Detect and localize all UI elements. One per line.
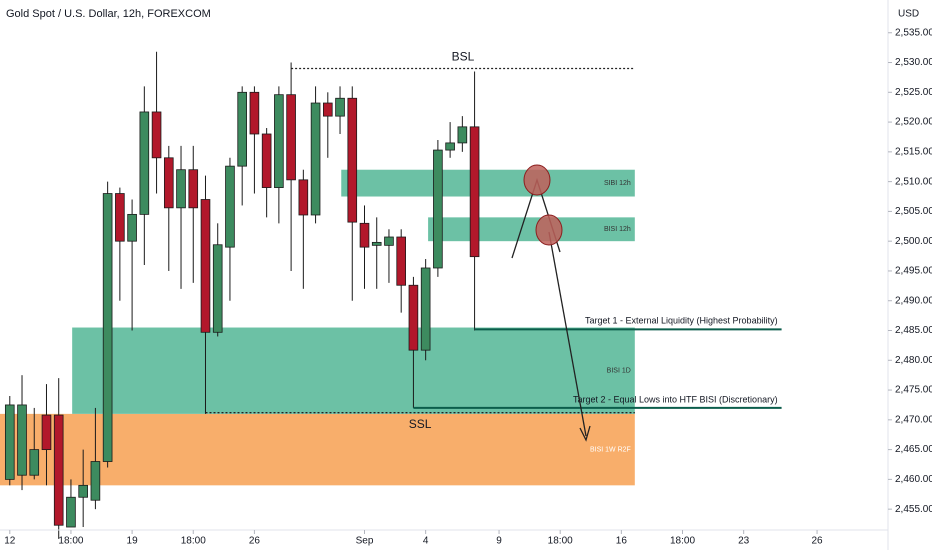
y-tick-label: 2,495.00 [895,266,932,277]
annotations [511,164,591,442]
x-tick-label: 12 [4,536,16,547]
candle-body [200,199,211,333]
candle-body [78,484,88,498]
y-tick-label: 2,515.00 [895,146,932,157]
candle-body [225,165,235,248]
x-tick-label: Sep [356,536,374,547]
candle-body [359,222,370,248]
price-axis [888,0,932,550]
marker-circle [523,164,551,196]
candle-body [408,284,419,351]
y-tick-label: 2,455.00 [895,504,932,515]
x-tick-label: 18:00 [181,536,206,547]
candle-body [322,102,333,117]
y-tick-label: 2,485.00 [895,325,932,336]
candle-body [433,149,443,269]
x-tick-label: 26 [249,536,261,547]
y-tick-label: 2,525.00 [895,87,932,98]
arrow-head [579,425,591,442]
candle-body [237,91,247,167]
zone [428,217,635,242]
projection-arrow [548,231,587,437]
level-label: SSL [409,417,432,431]
candle-body [396,236,406,286]
y-tick-label: 2,530.00 [895,57,932,68]
candle-body [17,404,27,476]
candle-body [176,169,186,209]
currency-label: USD [898,9,919,20]
x-tick-label: 9 [496,536,502,547]
y-tick-label: 2,535.00 [895,27,932,38]
x-tick-label: 16 [616,536,628,547]
x-tick-label: 26 [811,536,823,547]
zone-label: BISI 12h [604,226,631,233]
zone-label: BISI 1W R2F [590,446,631,453]
y-tick-label: 2,510.00 [895,176,932,187]
y-tick-label: 2,475.00 [895,385,932,396]
y-tick-label: 2,460.00 [895,474,932,485]
candle-body [274,94,284,188]
candle-body [335,97,345,117]
x-tick-label: 18:00 [670,536,695,547]
x-tick-label: 18:00 [58,536,83,547]
y-tick-label: 2,465.00 [895,444,932,455]
candle-body [151,111,162,159]
candle-body [261,133,272,188]
candle-body [371,241,382,246]
candle-body [66,496,76,528]
marker-circle [535,214,563,246]
zone [341,169,635,197]
candle-body [139,111,150,215]
candle-body [298,179,309,216]
candle-body [310,102,321,216]
y-tick-label: 2,480.00 [895,355,932,366]
candle-body [286,94,296,181]
level-label: BSL [452,50,475,64]
x-tick-label: 4 [423,536,429,547]
candle-body [29,449,40,476]
candle-body [457,126,468,144]
y-tick-label: 2,490.00 [895,295,932,306]
candle-body [115,193,125,242]
candle-body [163,157,174,209]
candle-body [4,404,15,480]
candle-body [420,267,431,351]
zone-label: BISI 1D [607,368,631,375]
candle-body [188,169,199,209]
candle-body [90,461,101,501]
candle-body [249,91,260,135]
candle-body [102,193,113,462]
x-tick-label: 19 [127,536,139,547]
candle-body [212,244,223,333]
candle-body [53,414,64,526]
chart-title: Gold Spot / U.S. Dollar, 12h, FOREXCOM [6,8,211,20]
x-tick-label: 23 [738,536,750,547]
plot: BISI 1W R2F BISI 1D SIBI 12h BISI 12h BSL SSL… [0,50,782,539]
zone [72,327,635,414]
y-tick-label: 2,500.00 [895,236,932,247]
zone-label: SIBI 12h [604,180,631,187]
candle-body [445,142,455,151]
candle-body [127,213,137,242]
candle-body [41,414,52,451]
y-tick-label: 2,470.00 [895,414,932,425]
y-tick-label: 2,505.00 [895,206,932,217]
x-tick-label: 18:00 [548,536,573,547]
target-label: Target 2 - Equal Lows into HTF BISI (Dis… [573,394,778,404]
candle-body [347,97,358,223]
y-tick-label: 2,520.00 [895,117,932,128]
candle-body [384,236,394,246]
target-label: Target 1 - External Liquidity (Highest P… [585,316,778,326]
candle-body [469,126,480,258]
